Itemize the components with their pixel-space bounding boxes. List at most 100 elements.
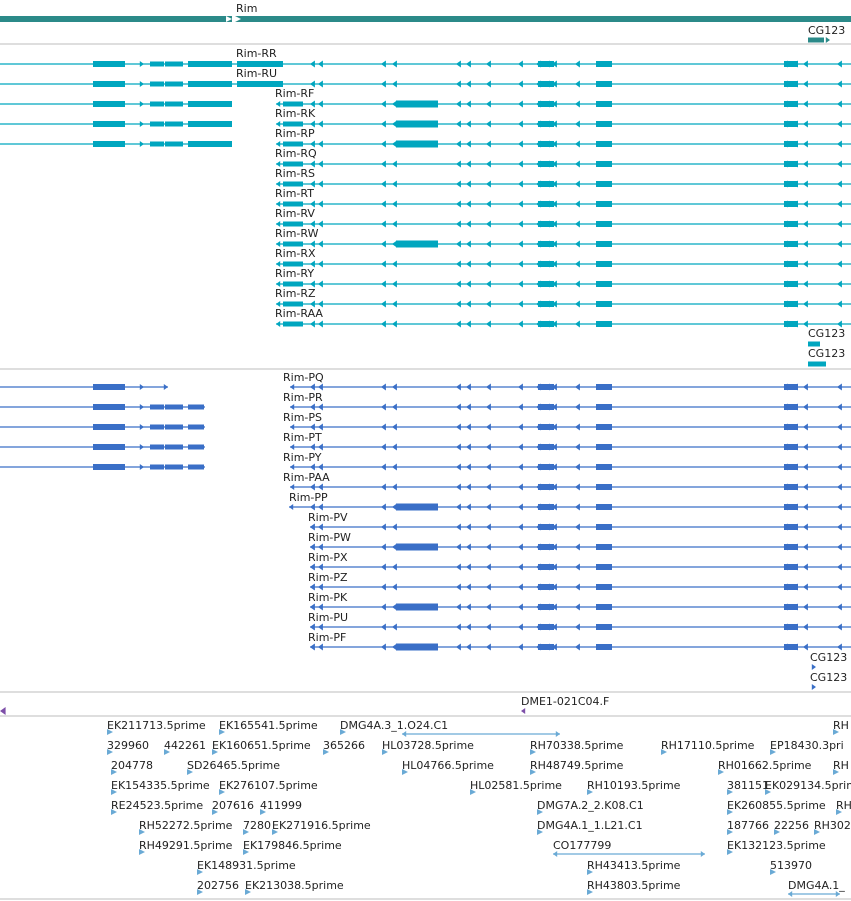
est-label[interactable]: EK148931.5prime <box>197 859 296 872</box>
est-label[interactable]: EK213038.5prime <box>245 879 344 892</box>
est-label[interactable]: EK029134.5prime <box>765 779 851 792</box>
protein-label[interactable]: Rim-PP <box>289 491 328 504</box>
est-label[interactable]: RH43413.5prime <box>587 859 681 872</box>
est-label[interactable]: 365266 <box>323 739 365 752</box>
transcript-label[interactable]: Rim-RW <box>275 227 319 240</box>
transcript-label[interactable]: Rim-RT <box>275 187 314 200</box>
exon-block <box>538 624 554 630</box>
transcript-label[interactable]: Rim-RAA <box>275 307 323 320</box>
protein-neighbor-label[interactable]: CG123 <box>810 671 848 684</box>
est-label[interactable]: 187766 <box>727 819 769 832</box>
exon-arrow <box>837 100 842 108</box>
est-label[interactable]: CO177799 <box>553 839 612 852</box>
est-label[interactable]: 442261 <box>164 739 206 752</box>
est-label[interactable]: 411999 <box>260 799 302 812</box>
protein-label[interactable]: Rim-PS <box>283 411 322 424</box>
est-label[interactable]: EK211713.5prime <box>107 719 206 732</box>
est-label[interactable]: RH43803.5prime <box>587 879 681 892</box>
transcript-neighbor-label[interactable]: CG123 <box>808 347 846 360</box>
exon-arrow <box>486 403 491 411</box>
protein-label[interactable]: Rim-PK <box>308 591 348 604</box>
transcript-label[interactable]: Rim-RF <box>275 87 315 100</box>
protein-label[interactable]: Rim-PQ <box>283 371 324 384</box>
est-label[interactable]: DMG4A.1_1.L21.C1 <box>537 819 643 832</box>
est-label[interactable]: EK271916.5prime <box>272 819 371 832</box>
transcript-label[interactable]: Rim-RY <box>275 267 315 280</box>
protein-label[interactable]: Rim-PT <box>283 431 322 444</box>
est-arrow <box>111 769 117 775</box>
protein-label[interactable]: Rim-PX <box>308 551 348 564</box>
transcript-label-left-2[interactable]: Rim-RU <box>236 67 278 80</box>
transcript-label[interactable]: Rim-RQ <box>275 147 317 160</box>
est-label[interactable]: 381151 <box>727 779 769 792</box>
est-label[interactable]: RH <box>833 719 849 732</box>
transcript-label-left-1[interactable]: Rim-RR <box>236 47 277 60</box>
protein-label[interactable]: Rim-PZ <box>308 571 348 584</box>
exon-arrow <box>518 383 523 391</box>
est-label[interactable]: 202756 <box>197 879 239 892</box>
exon-arrow <box>837 220 842 228</box>
est-label[interactable]: 22256 <box>774 819 809 832</box>
est-label[interactable]: DMG7A.2_2.K08.C1 <box>537 799 644 812</box>
protein-label[interactable]: Rim-PW <box>308 531 351 544</box>
est-label[interactable]: RH <box>833 759 849 772</box>
est-label[interactable]: EK132123.5prime <box>727 839 826 852</box>
exon-arrow <box>466 320 471 328</box>
est-arrow <box>765 789 771 795</box>
est-label[interactable]: 513970 <box>770 859 812 872</box>
protein-label[interactable]: Rim-PF <box>308 631 347 644</box>
est-label[interactable]: RH10193.5prime <box>587 779 681 792</box>
transcript-label[interactable]: Rim-RP <box>275 127 315 140</box>
transcript-label[interactable]: Rim-RK <box>275 107 316 120</box>
primer-label[interactable]: DME1-021C04.F <box>521 695 610 708</box>
protein-label[interactable]: Rim-PR <box>283 391 323 404</box>
transcript-label[interactable]: Rim-RZ <box>275 287 316 300</box>
est-label[interactable]: HL03728.5prime <box>382 739 474 752</box>
transcript-label[interactable]: Rim-RS <box>275 167 316 180</box>
protein-neighbor-label[interactable]: CG123 <box>810 651 848 664</box>
est-arrow <box>219 729 225 735</box>
est-label[interactable]: EK165541.5prime <box>219 719 318 732</box>
est-label[interactable]: HL02581.5prime <box>470 779 562 792</box>
est-label[interactable]: RH52272.5prime <box>139 819 233 832</box>
est-label[interactable]: HL04766.5prime <box>402 759 494 772</box>
exon-arrow <box>552 160 557 168</box>
protein-label[interactable]: Rim-PAA <box>283 471 330 484</box>
est-label[interactable]: 329960 <box>107 739 149 752</box>
gene-label-neighbor[interactable]: CG123 <box>808 24 846 37</box>
protein-label[interactable]: Rim-PV <box>308 511 348 524</box>
exon-arrow <box>575 543 580 551</box>
est-label[interactable]: DMG4A.3_1.O24.C1 <box>340 719 449 732</box>
est-label[interactable]: RH49291.5prime <box>139 839 233 852</box>
est-label[interactable]: EK160651.5prime <box>212 739 311 752</box>
est-label[interactable]: RH17110.5prime <box>661 739 755 752</box>
protein-label[interactable]: Rim-PU <box>308 611 349 624</box>
est-label[interactable]: EP18430.3pri <box>770 739 844 752</box>
est-label[interactable]: RH <box>836 799 851 812</box>
transcript-label[interactable]: Rim-RX <box>275 247 316 260</box>
est-label[interactable]: RH302 <box>814 819 851 832</box>
transcript-neighbor-label[interactable]: CG123 <box>808 327 846 340</box>
est-label[interactable]: EK179846.5prime <box>243 839 342 852</box>
est-label[interactable]: 204778 <box>111 759 153 772</box>
est-label[interactable]: EK260855.5prime <box>727 799 826 812</box>
exon-arrow <box>552 643 557 651</box>
exon-arrow <box>803 320 808 328</box>
est-label[interactable]: SD26465.5prime <box>187 759 280 772</box>
est-label[interactable]: 7280 <box>243 819 271 832</box>
protein-label[interactable]: Rim-PY <box>283 451 322 464</box>
est-label[interactable]: EK276107.5prime <box>219 779 318 792</box>
est-label[interactable]: RH01662.5prime <box>718 759 812 772</box>
gene-label-rim[interactable]: Rim <box>236 2 258 15</box>
est-label[interactable]: RE24523.5prime <box>111 799 204 812</box>
est-arrow <box>164 749 170 755</box>
est-label[interactable]: EK154335.5prime <box>111 779 210 792</box>
est-label[interactable]: 207616 <box>212 799 254 812</box>
exon-block <box>538 504 554 510</box>
est-label[interactable]: RH48749.5prime <box>530 759 624 772</box>
est-label[interactable]: RH70338.5prime <box>530 739 624 752</box>
exon-block <box>188 101 232 107</box>
transcript-label[interactable]: Rim-RV <box>275 207 315 220</box>
est-label[interactable]: DMG4A.1_ <box>788 879 845 892</box>
